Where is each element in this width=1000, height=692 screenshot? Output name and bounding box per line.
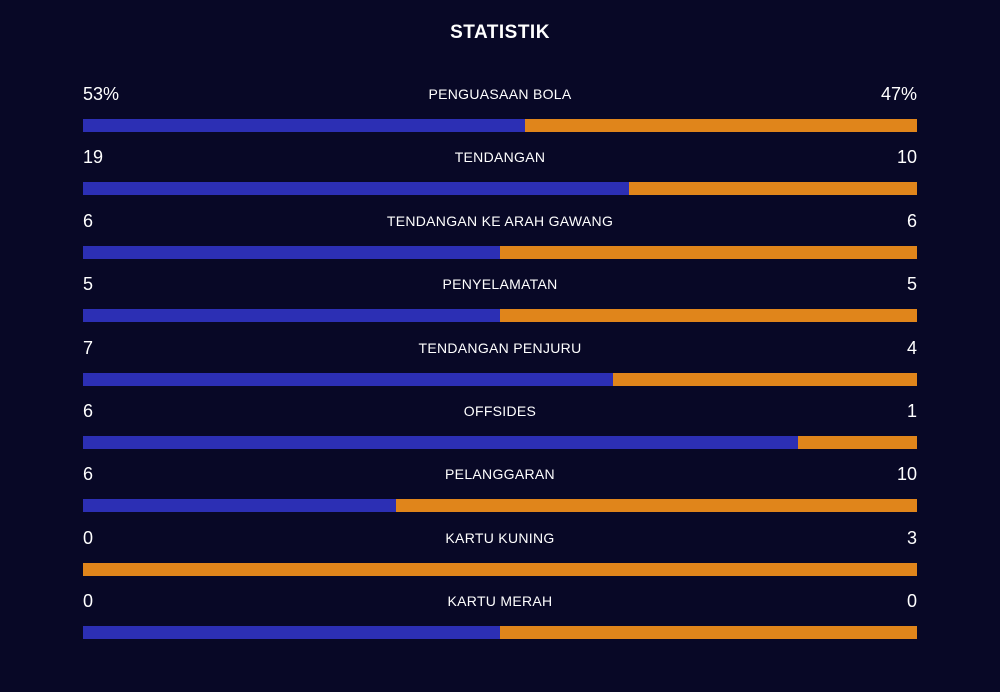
stat-label: TENDANGAN KE ARAH GAWANG (386, 212, 614, 229)
away-value: 10 (896, 464, 917, 485)
stat-row-corners: 7 TENDANGAN PENJURU 4 (83, 334, 917, 397)
stat-label: OFFSIDES (463, 402, 537, 419)
stat-label: PENYELAMATAN (442, 276, 558, 293)
home-value: 6 (83, 464, 94, 485)
comparison-bar (83, 372, 917, 386)
home-bar-segment (83, 182, 630, 196)
stat-header: 0 KARTU MERAH 0 (83, 587, 917, 615)
stat-header: 53% PENGUASAAN BOLA 47% (83, 80, 917, 108)
home-value: 6 (83, 400, 94, 421)
home-value: 7 (83, 337, 94, 358)
stat-header: 6 OFFSIDES 1 (83, 397, 917, 425)
home-bar-segment (83, 499, 396, 513)
away-bar-segment (629, 182, 917, 196)
stat-header: 6 PELANGGARAN 10 (83, 460, 917, 488)
comparison-bar (83, 119, 917, 132)
away-bar-segment (525, 119, 917, 132)
stat-header: 19 TENDANGAN 10 (83, 143, 917, 171)
panel-title: STATISTIK (450, 22, 550, 43)
comparison-bar (83, 499, 917, 513)
stat-header: 0 KARTU KUNING 3 (83, 524, 917, 552)
home-bar-segment (83, 626, 500, 640)
away-bar-segment (500, 309, 917, 323)
comparison-bar (83, 626, 917, 640)
away-bar-segment (613, 372, 917, 386)
away-value: 0 (906, 591, 917, 612)
stat-list: 53% PENGUASAAN BOLA 47% 19 TENDANGAN 10 (83, 80, 917, 651)
away-bar-segment (500, 626, 917, 640)
stat-label: KARTU KUNING (445, 529, 555, 546)
away-value: 6 (906, 210, 917, 231)
stat-label: PELANGGARAN (445, 466, 555, 483)
stat-row-fouls: 6 PELANGGARAN 10 (83, 460, 917, 523)
stat-label: TENDANGAN PENJURU (418, 339, 582, 356)
stat-row-red-cards: 0 KARTU MERAH 0 (83, 587, 917, 650)
comparison-bar (83, 309, 917, 323)
comparison-bar (83, 435, 917, 449)
home-value: 5 (83, 274, 94, 295)
away-bar-segment (83, 562, 917, 576)
stat-header: 5 PENYELAMATAN 5 (83, 270, 917, 298)
home-value: 6 (83, 210, 94, 231)
stat-row-shots-on-target: 6 TENDANGAN KE ARAH GAWANG 6 (83, 207, 917, 270)
comparison-bar (83, 245, 917, 259)
away-value: 5 (906, 274, 917, 295)
home-bar-segment (83, 435, 798, 449)
away-value: 1 (906, 400, 917, 421)
away-bar-segment (797, 435, 917, 449)
comparison-bar (83, 182, 917, 196)
stat-row-yellow-cards: 0 KARTU KUNING 3 (83, 524, 917, 587)
away-bar-segment (395, 499, 917, 513)
away-bar-segment (500, 245, 917, 259)
home-bar-segment (83, 119, 526, 132)
stat-header: 7 TENDANGAN PENJURU 4 (83, 334, 917, 362)
stat-row-saves: 5 PENYELAMATAN 5 (83, 270, 917, 333)
away-value: 47% (880, 84, 917, 104)
stat-row-offsides: 6 OFFSIDES 1 (83, 397, 917, 460)
home-value: 53% (83, 84, 120, 104)
home-bar-segment (83, 372, 614, 386)
comparison-bar (83, 562, 917, 576)
home-value: 0 (83, 591, 94, 612)
home-bar-segment (83, 309, 500, 323)
home-bar-segment (83, 245, 500, 259)
away-value: 10 (896, 147, 917, 168)
stat-label: KARTU MERAH (447, 593, 553, 610)
home-value: 0 (83, 527, 94, 548)
stat-row-possession: 53% PENGUASAAN BOLA 47% (83, 80, 917, 143)
stat-label: TENDANGAN (454, 149, 546, 166)
away-value: 4 (906, 337, 917, 358)
stat-row-shots: 19 TENDANGAN 10 (83, 143, 917, 206)
away-value: 3 (906, 527, 917, 548)
stat-label: PENGUASAAN BOLA (428, 86, 572, 102)
stat-header: 6 TENDANGAN KE ARAH GAWANG 6 (83, 207, 917, 235)
home-value: 19 (83, 147, 104, 168)
